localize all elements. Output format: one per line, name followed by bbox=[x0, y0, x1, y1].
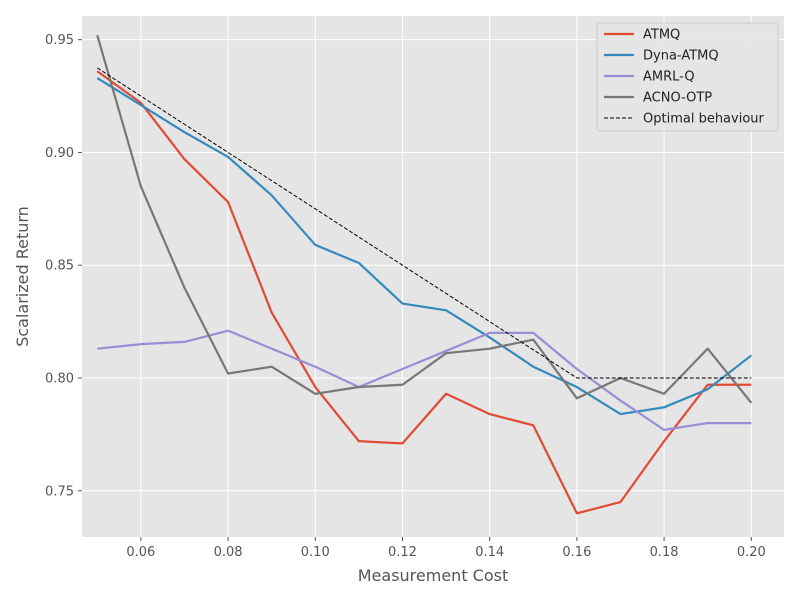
y-tick-label: 0.75 bbox=[45, 484, 74, 499]
series-line-acno-otp bbox=[96, 34, 753, 404]
legend-label-amrl-q: AMRL-Q bbox=[643, 70, 695, 85]
series-line-dyna-atmq bbox=[96, 77, 752, 416]
x-axis-title: Measurement Cost bbox=[358, 566, 509, 585]
y-axis-title: Scalarized Return bbox=[13, 206, 32, 347]
x-tick-label: 0.10 bbox=[301, 545, 330, 560]
x-tick-label: 0.18 bbox=[650, 545, 679, 560]
y-tick-label: 0.85 bbox=[45, 259, 74, 274]
series-layer bbox=[96, 34, 753, 515]
series-line-amrl-q bbox=[97, 329, 752, 431]
y-axis-ticks: 0.75 0.80 0.85 0.90 0.95 bbox=[45, 33, 82, 499]
legend-box bbox=[596, 22, 779, 132]
series-line-atmq bbox=[96, 70, 752, 515]
legend-label-acno-otp: ACNO-OTP bbox=[643, 91, 712, 106]
x-tick-label: 0.14 bbox=[475, 545, 504, 560]
grid-lines bbox=[82, 16, 784, 537]
legend-label-optimal-behaviour: Optimal behaviour bbox=[643, 112, 765, 127]
legend: ATMQ Dyna-ATMQ AMRL-Q ACNO-OTP Optimal behav… bbox=[596, 22, 779, 132]
y-tick-label: 0.90 bbox=[45, 146, 74, 161]
y-tick-label: 0.80 bbox=[45, 371, 74, 386]
x-tick-label: 0.08 bbox=[214, 545, 243, 560]
y-tick-label: 0.95 bbox=[45, 33, 74, 48]
legend-items: ATMQ Dyna-ATMQ AMRL-Q ACNO-OTP Optimal behav… bbox=[604, 28, 765, 127]
x-tick-label: 0.12 bbox=[388, 545, 417, 560]
x-tick-label: 0.06 bbox=[126, 545, 155, 560]
legend-label-dyna-atmq: Dyna-ATMQ bbox=[643, 49, 719, 64]
series-line-optimal-behaviour bbox=[96, 67, 752, 379]
legend-label-atmq: ATMQ bbox=[643, 28, 680, 43]
x-axis-ticks: 0.06 0.08 0.10 0.12 0.14 0.16 0.18 0.20 bbox=[126, 537, 766, 560]
x-tick-label: 0.20 bbox=[737, 545, 766, 560]
x-tick-label: 0.16 bbox=[562, 545, 591, 560]
